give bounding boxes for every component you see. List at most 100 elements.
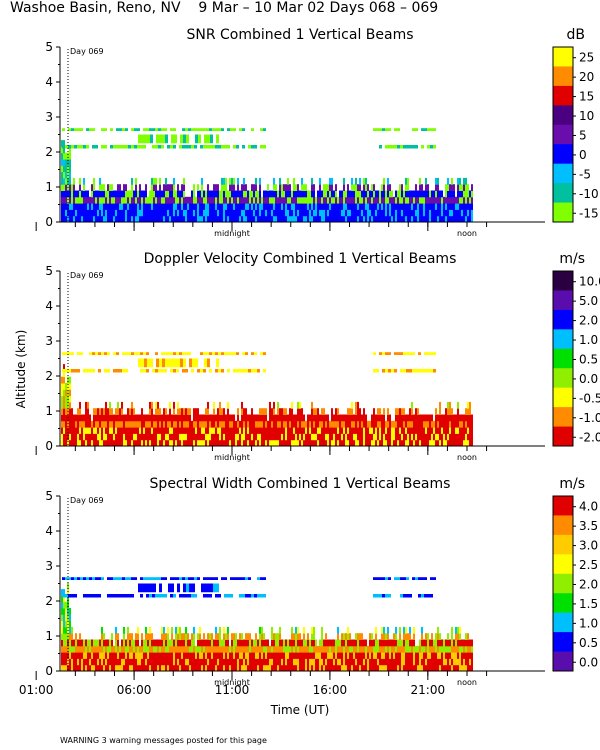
y-tick-label: 5: [45, 264, 53, 278]
noon-label: noon: [457, 453, 477, 462]
colorbar-label: 3.0: [579, 539, 598, 553]
panel-title: Doppler Velocity Combined 1 Vertical Bea…: [144, 251, 457, 267]
colorbar-label: 0.0: [579, 372, 598, 386]
colorbar-label: -10: [579, 187, 599, 201]
colorbar-unit: m/s: [559, 476, 585, 492]
colorbar-swatch: [553, 426, 573, 447]
colorbar-label: 10: [579, 109, 594, 123]
day-label: Day 069: [70, 47, 104, 56]
colorbar-label: 4.0: [579, 500, 598, 514]
colorbar-swatch: [553, 651, 573, 672]
colorbar-swatch: [553, 387, 573, 408]
colorbar-label: 1.0: [579, 616, 598, 630]
x-tick-label: 11:00: [215, 683, 250, 697]
noon-label: noon: [457, 678, 477, 687]
data-field: [61, 577, 473, 672]
colorbar-swatch: [553, 593, 573, 614]
colorbar-swatch: [553, 309, 573, 330]
y-tick-label: 1: [45, 180, 53, 194]
colorbar-swatch: [553, 368, 573, 389]
panel-title: SNR Combined 1 Vertical Beams: [186, 27, 413, 43]
y-tick-label: 0: [45, 664, 53, 678]
colorbar-swatch: [553, 534, 573, 555]
panel-2: Doppler Velocity Combined 1 Vertical Bea…: [35, 251, 600, 462]
midnight-label: midnight: [214, 453, 250, 462]
midnight-label: midnight: [214, 229, 250, 238]
colorbar-label: -1.0: [579, 411, 600, 425]
colorbar-swatch: [553, 66, 573, 87]
colorbar-unit: m/s: [559, 251, 585, 267]
y-tick-label: 2: [45, 594, 53, 608]
colorbar-swatch: [553, 124, 573, 145]
colorbar-swatch: [553, 407, 573, 428]
x-tick-label: 06:00: [117, 683, 152, 697]
colorbar-swatch: [553, 271, 573, 291]
x-tick-label: 21:00: [411, 683, 446, 697]
colorbar-swatch: [553, 202, 573, 223]
x-tick-label: 01:00: [19, 683, 54, 697]
colorbar-label: 25: [579, 51, 594, 65]
colorbar-frame: [552, 270, 574, 447]
y-tick-label: 5: [45, 40, 53, 54]
colorbar-label: 2.0: [579, 577, 598, 591]
x-tick-labels: 01:00 06:00 11:00 16:00 21:00: [19, 683, 445, 697]
panel-title: Spectral Width Combined 1 Vertical Beams: [150, 476, 451, 492]
colorbar-swatch: [553, 496, 573, 516]
y-tick-label: 1: [45, 629, 53, 643]
colorbar-swatch: [553, 348, 573, 369]
colorbar-swatch: [553, 105, 573, 126]
colorbar-label: -15: [579, 206, 599, 220]
colorbar-swatch: [553, 554, 573, 575]
panel-3: Spectral Width Combined 1 Vertical Beams…: [35, 476, 598, 687]
midnight-label: midnight: [214, 678, 250, 687]
colorbar-label: -2.0: [579, 430, 600, 444]
colorbar-label: 1.0: [579, 333, 598, 347]
colorbar-label: 0.0: [579, 655, 598, 669]
colorbar-label: -5: [579, 167, 591, 181]
noon-label: noon: [457, 229, 477, 238]
colorbar-label: -0.5: [579, 391, 600, 405]
y-tick-label: 1: [45, 404, 53, 418]
colorbar-swatch: [553, 183, 573, 204]
colorbar-label: 15: [579, 90, 594, 104]
day-label: Day 069: [70, 271, 104, 280]
y-tick-label: 0: [45, 439, 53, 453]
day-label: Day 069: [70, 496, 104, 505]
colorbar-frame: [552, 46, 574, 223]
colorbar-label: 2.5: [579, 558, 598, 572]
date-range: 9 Mar – 10 Mar 02 Days 068 – 069: [198, 0, 439, 16]
colorbar-swatch: [553, 47, 573, 67]
colorbar-swatch: [553, 612, 573, 633]
y-tick-label: 4: [45, 75, 53, 89]
colorbar-label: 5.0: [579, 294, 598, 308]
y-tick-label: 4: [45, 299, 53, 313]
y-tick-label: 3: [45, 110, 53, 124]
colorbar-swatch: [553, 515, 573, 536]
y-tick-label: 0: [45, 215, 53, 229]
colorbar-swatch: [553, 163, 573, 184]
y-tick-label: 5: [45, 489, 53, 503]
x-axis-label: Time (UT): [270, 703, 330, 717]
y-tick-label: 3: [45, 334, 53, 348]
warning-message: WARNING 3 warning messages posted for th…: [60, 736, 267, 745]
colorbar-label: 2.0: [579, 314, 598, 328]
y-axis-label: Altitude (km): [14, 329, 28, 409]
colorbar-label: 10.0: [579, 275, 600, 289]
colorbar-frame: [552, 495, 574, 672]
colorbar-label: 20: [579, 70, 594, 84]
colorbar-swatch: [553, 573, 573, 594]
y-tick-label: 4: [45, 524, 53, 538]
colorbar-swatch: [553, 632, 573, 653]
x-tick-label: 16:00: [313, 683, 348, 697]
colorbar-label: 0: [579, 148, 587, 162]
panel-1: SNR Combined 1 Vertical Beams dB Day 069 0 1…: [35, 27, 599, 238]
colorbar-swatch: [553, 144, 573, 165]
colorbar-label: 5: [579, 128, 587, 142]
colorbar-swatch: [553, 290, 573, 311]
colorbar-swatch: [553, 329, 573, 350]
data-field: [61, 128, 473, 223]
y-tick-label: 2: [45, 145, 53, 159]
site-location: Washoe Basin, Reno, NV: [10, 0, 181, 16]
y-tick-label: 3: [45, 559, 53, 573]
